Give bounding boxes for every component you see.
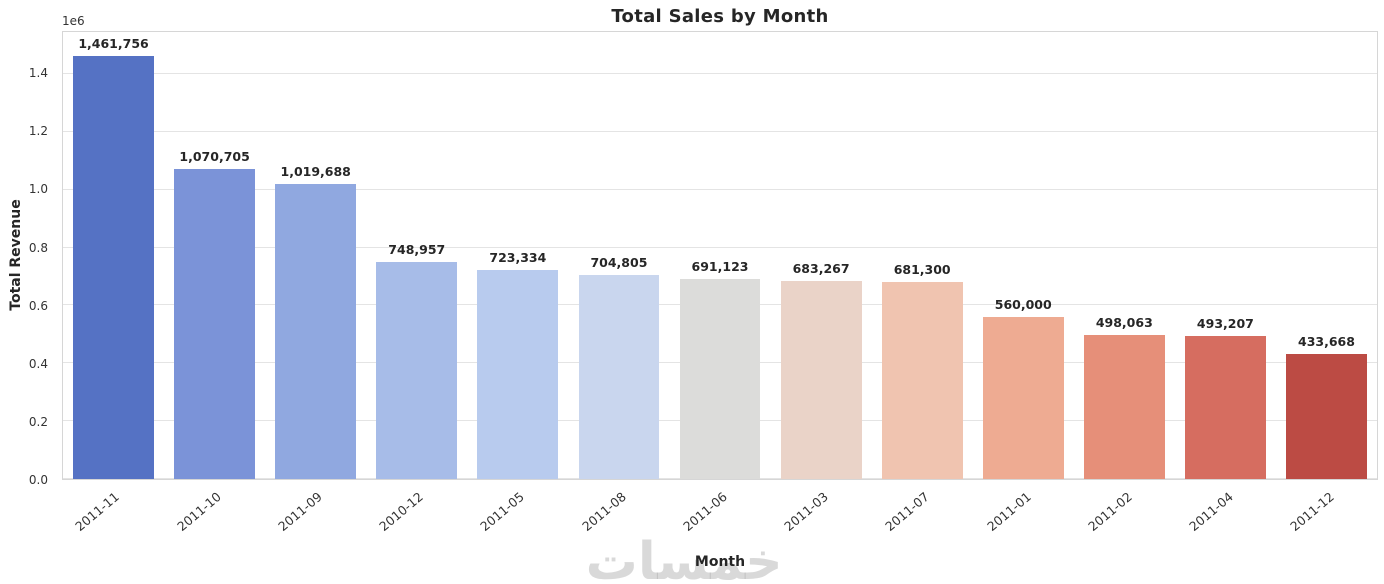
bar-value-label: 493,207 [1196,316,1254,332]
chart-title: Total Sales by Month [611,6,829,27]
x-tick-slot: 2011-11 [62,482,163,554]
bar-slot: 1,461,756 [63,32,164,479]
x-tick-slot: 2011-06 [669,482,770,554]
x-tick-label: 2011-05 [477,489,528,535]
gridline [63,246,1377,248]
x-tick-slot: 2011-08 [568,482,669,554]
gridline [63,130,1377,132]
x-tick-label: 2011-07 [882,489,933,535]
bar [578,275,660,479]
x-tick-slot: 2011-01 [973,482,1074,554]
bar-slot: 704,805 [568,32,669,479]
x-axis: 2011-11 2011-10 2011-09 2010-12 2011-05 2011-… [62,482,1378,554]
bar-slot: 493,207 [1175,32,1276,479]
bar [1184,336,1266,479]
x-tick-label: 2011-03 [781,489,831,535]
x-tick-label: 2011-02 [1084,489,1135,535]
bar [1286,353,1367,479]
bar-slot: 1,019,688 [265,32,366,479]
bar-value-label: 1,019,688 [280,163,351,179]
bar-slot: 498,063 [1074,32,1175,479]
bar-slot: 691,123 [669,32,770,479]
gridline [63,72,1377,74]
bar [376,262,458,479]
x-tick-slot: 2011-09 [264,482,365,554]
x-tick-label: 2011-08 [578,489,629,535]
watermark-text: خمسات [585,532,783,584]
bar-slot: 433,668 [1276,32,1377,479]
y-tick-label: 0.6 [28,298,48,313]
y-axis-offset-label: 1e6 [62,14,85,28]
bar-value-label: 691,123 [691,259,749,275]
bar [982,316,1064,479]
bar-value-label: 723,334 [489,249,547,265]
y-tick-label: 1.0 [28,182,48,197]
bar [679,279,761,479]
x-tick-slot: 2011-04 [1176,482,1277,554]
x-tick-label: 2011-09 [275,489,325,535]
y-axis: 0.0 0.2 0.4 0.6 0.8 1.0 1.2 1.4 [0,31,58,487]
x-tick-slot: 2011-02 [1074,482,1175,554]
bar-value-label: 1,070,705 [179,149,250,165]
y-tick-label: 0.2 [28,414,48,429]
x-tick-slot: 2011-05 [467,482,568,554]
bar-slot: 560,000 [973,32,1074,479]
bar-value-label: 498,063 [1095,314,1153,330]
bar-value-label: 748,957 [388,242,446,258]
x-tick-slot: 2011-07 [872,482,973,554]
x-tick-slot: 2010-12 [366,482,467,554]
plot-area: 1,461,756 1,070,705 1,019,688 748,957 723,33… [62,31,1378,480]
bar [174,169,256,479]
bar [780,281,862,479]
bar-slot: 683,267 [771,32,872,479]
y-tick-label: 1.4 [28,66,48,81]
x-tick-label: 2011-10 [173,489,224,535]
x-tick-label: 2011-06 [680,489,730,535]
bar [1083,334,1165,479]
bar-value-label: 681,300 [893,261,951,277]
y-tick-label: 0.4 [28,356,48,371]
bar-slot: 1,070,705 [164,32,265,479]
bar-value-label: 683,267 [792,261,850,277]
x-tick-label: 2011-04 [1186,489,1236,535]
gridline [63,188,1377,190]
x-axis-label: Month [694,554,746,570]
x-tick-slot: 2011-10 [163,482,264,554]
y-tick-label: 1.2 [28,124,48,139]
x-tick-label: 2011-01 [983,489,1034,535]
bar-slot: 681,300 [872,32,973,479]
y-tick-label: 0.8 [28,240,48,255]
bars-layer: 1,461,756 1,070,705 1,019,688 748,957 723,33… [63,32,1377,479]
x-tick-label: 2010-12 [376,489,426,535]
bar-value-label: 433,668 [1298,333,1355,349]
bar-value-label: 1,461,756 [78,36,149,52]
bar-slot: 723,334 [467,32,568,479]
x-tick-slot: 2011-03 [771,482,872,554]
bar [477,269,559,479]
x-tick-slot: 2011-12 [1277,482,1378,554]
x-tick-label: 2011-11 [72,489,123,535]
bar [881,281,963,479]
bar [275,183,357,479]
bar-value-label: 560,000 [994,296,1052,312]
bar [73,56,154,479]
bar-slot: 748,957 [366,32,467,479]
y-tick-label: 0.0 [28,473,48,487]
bar-value-label: 704,805 [590,255,648,271]
x-tick-label: 2011-12 [1287,489,1338,535]
